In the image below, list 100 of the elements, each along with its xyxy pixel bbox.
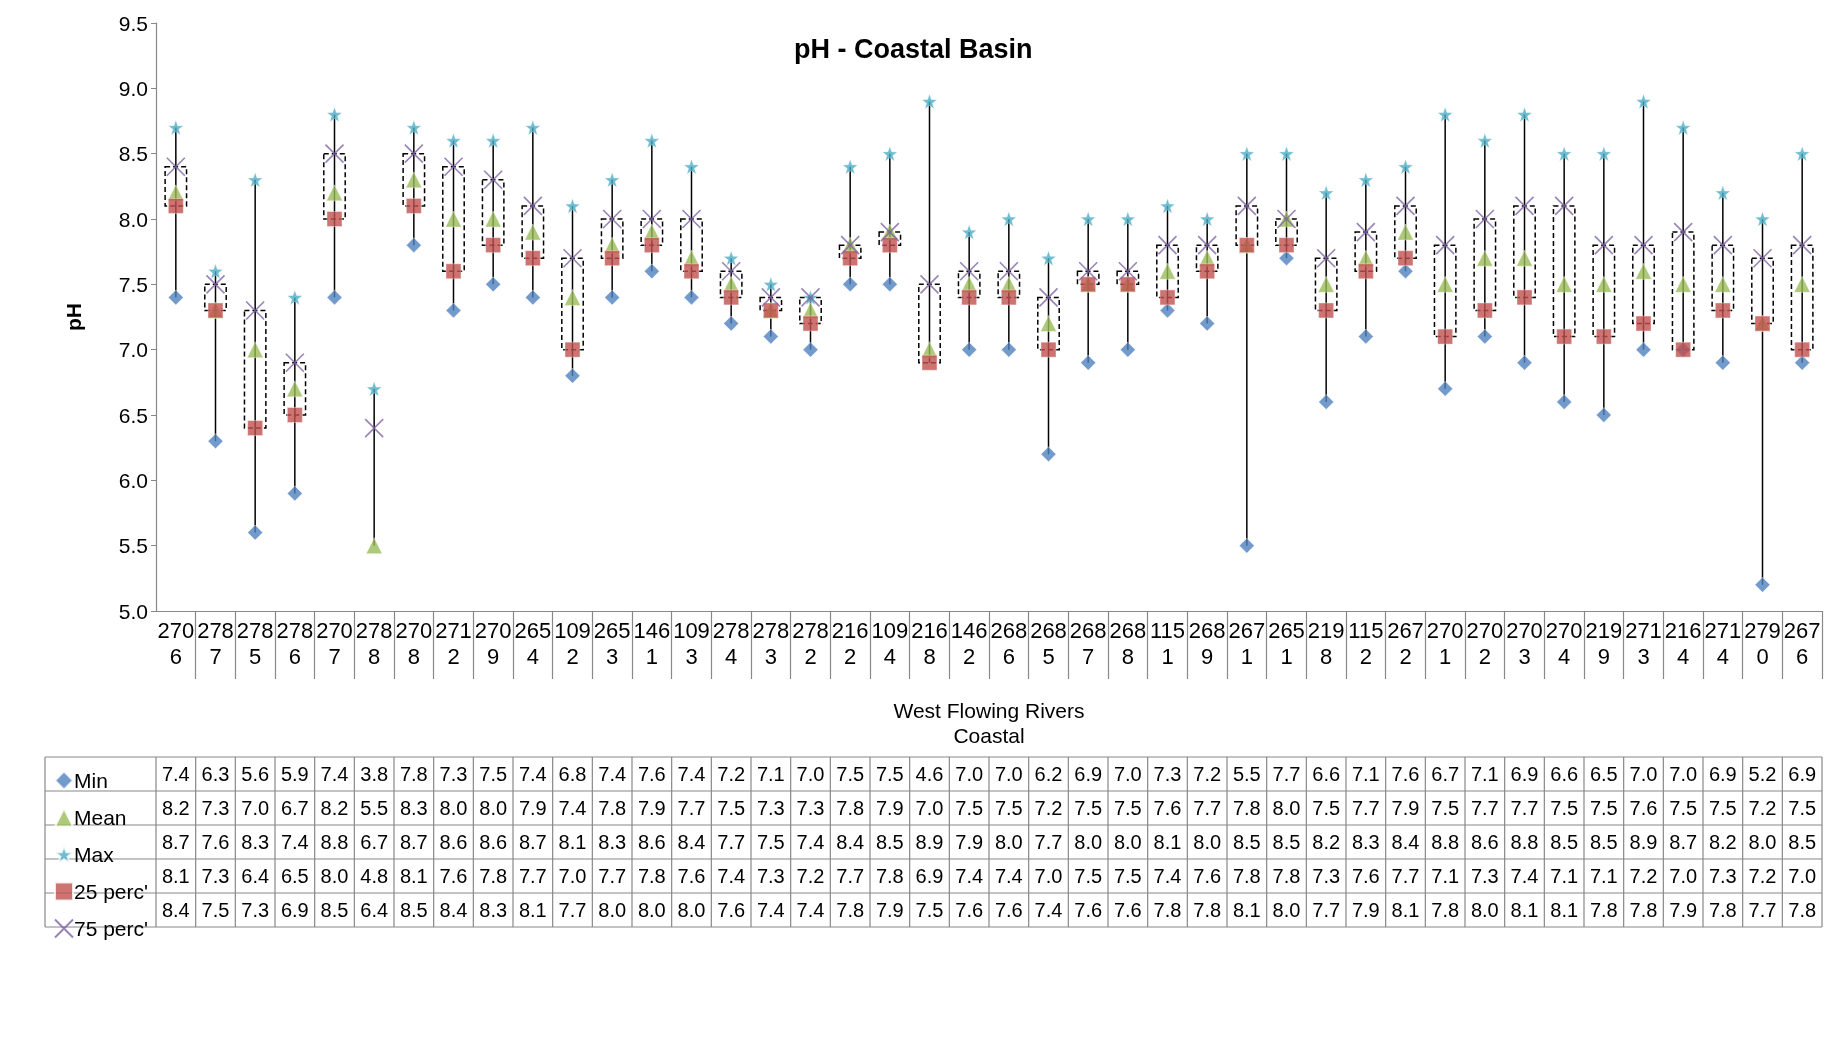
- data-label: 7.7: [1272, 763, 1301, 785]
- x-tick-label: 2689: [1188, 617, 1226, 669]
- data-label: 7.4: [1510, 865, 1539, 887]
- data-label: 7.0: [1034, 865, 1063, 887]
- data-label: 7.3: [796, 797, 825, 819]
- y-tick-label: 5.0: [118, 599, 148, 623]
- data-label: 7.5: [479, 763, 508, 785]
- data-label: 8.4: [677, 831, 706, 853]
- data-label: 7.5: [1431, 797, 1460, 819]
- data-label: 7.8: [637, 865, 666, 887]
- data-label: 8.7: [161, 831, 190, 853]
- x-tick-label: 1094: [871, 617, 909, 669]
- data-label: 6.4: [241, 865, 270, 887]
- data-label: 7.4: [598, 763, 627, 785]
- text: 4.6: [915, 763, 944, 785]
- data-label: 7.5: [875, 763, 904, 785]
- legend-label: 75 perc': [74, 917, 149, 940]
- data-label: 7.7: [1193, 797, 1222, 819]
- data-label: 6.5: [280, 865, 309, 887]
- data-label: 7.6: [677, 865, 706, 887]
- x-tick-label: 1151: [1149, 617, 1186, 669]
- data-label: 8.3: [241, 831, 270, 853]
- data-label: 7.6: [955, 899, 984, 921]
- data-label: 8.8: [1431, 831, 1460, 853]
- data-label: 7.0: [796, 763, 825, 785]
- data-label: 8.5: [1550, 831, 1579, 853]
- x-tick-label: 1093: [673, 617, 710, 669]
- data-label: 7.0: [1669, 763, 1698, 785]
- data-label: 7.7: [558, 899, 587, 921]
- x-tick-label: 2703: [1506, 617, 1543, 669]
- data-label: 6.3: [201, 763, 230, 785]
- y-tick-label: 9.5: [118, 11, 148, 35]
- data-label: 7.2: [1193, 763, 1222, 785]
- data-label: 6.9: [280, 899, 309, 921]
- data-label: 8.1: [1510, 899, 1539, 921]
- data-label: 7.2: [1629, 865, 1658, 887]
- data-label: 7.5: [1550, 797, 1579, 819]
- data-label: 7.5: [994, 797, 1023, 819]
- data-label: 8.0: [637, 899, 666, 921]
- data-label: 7.5: [1788, 797, 1817, 819]
- x-tick-label: 2653: [593, 617, 631, 669]
- data-label: 5.9: [280, 763, 309, 785]
- data-label: 7.3: [201, 797, 230, 819]
- data-label: 7.4: [1034, 899, 1063, 921]
- x-tick-label: 2704: [1545, 617, 1583, 669]
- x-tick-label: 2686: [990, 617, 1028, 669]
- data-label: 7.8: [836, 899, 865, 921]
- data-label: 7.4: [955, 865, 984, 887]
- legend-label: Max: [74, 843, 115, 866]
- data-label: 7.7: [598, 865, 627, 887]
- legend-label: 25 perc': [74, 880, 149, 903]
- data-label: 7.0: [915, 797, 944, 819]
- data-label: 7.8: [1788, 899, 1817, 921]
- x-tick-label: 2713: [1625, 617, 1662, 669]
- data-label: 6.9: [1708, 763, 1737, 785]
- y-tick-label: 6.5: [118, 403, 148, 427]
- x-tick-label: 2712: [435, 617, 472, 669]
- data-label: 8.5: [399, 899, 428, 921]
- x-tick-label: 2688: [1109, 617, 1147, 669]
- data-label: 6.6: [1312, 763, 1341, 785]
- data-label: 7.8: [1708, 899, 1737, 921]
- data-label: 8.0: [479, 797, 508, 819]
- data-label: 7.5: [1708, 797, 1737, 819]
- data-label: 7.0: [955, 763, 984, 785]
- data-label: 8.0: [598, 899, 627, 921]
- data-label: 7.4: [796, 831, 825, 853]
- data-label: 7.2: [796, 865, 825, 887]
- data-label: 7.9: [637, 797, 666, 819]
- data-label: 7.4: [518, 763, 547, 785]
- data-label: 8.0: [320, 865, 349, 887]
- data-label: 6.2: [1034, 763, 1063, 785]
- data-label: 7.7: [836, 865, 865, 887]
- data-label: 8.0: [1470, 899, 1499, 921]
- data-label: 7.1: [1589, 865, 1618, 887]
- y-tick-label: 8.5: [118, 142, 148, 166]
- data-label: 7.8: [1232, 865, 1261, 887]
- data-label: 8.0: [677, 899, 706, 921]
- data-label: 7.8: [836, 797, 865, 819]
- data-label: 7.5: [1113, 797, 1142, 819]
- data-label: 7.0: [558, 865, 587, 887]
- data-label: 7.8: [598, 797, 627, 819]
- text: 4.8: [360, 865, 389, 887]
- data-label: 7.3: [756, 797, 785, 819]
- data-label: 7.5: [201, 899, 230, 921]
- data-label: 7.6: [1351, 865, 1380, 887]
- x-tick-label: 2783: [752, 617, 790, 669]
- data-label: 7.7: [1748, 899, 1777, 921]
- data-label: 7.0: [241, 797, 270, 819]
- data-label: 7.5: [756, 831, 785, 853]
- data-label: 7.5: [717, 797, 746, 819]
- data-label: 6.9: [915, 865, 944, 887]
- x-tick-label: 2709: [474, 617, 512, 669]
- data-label: 7.4: [677, 763, 706, 785]
- x-tick-label: 2714: [1704, 617, 1742, 669]
- data-label: 8.2: [161, 797, 190, 819]
- data-label: 8.3: [479, 899, 508, 921]
- data-label: 7.1: [1431, 865, 1460, 887]
- x-tick-label: 1152: [1348, 617, 1384, 669]
- data-label: 7.6: [1074, 899, 1103, 921]
- data-label: 7.7: [1470, 797, 1499, 819]
